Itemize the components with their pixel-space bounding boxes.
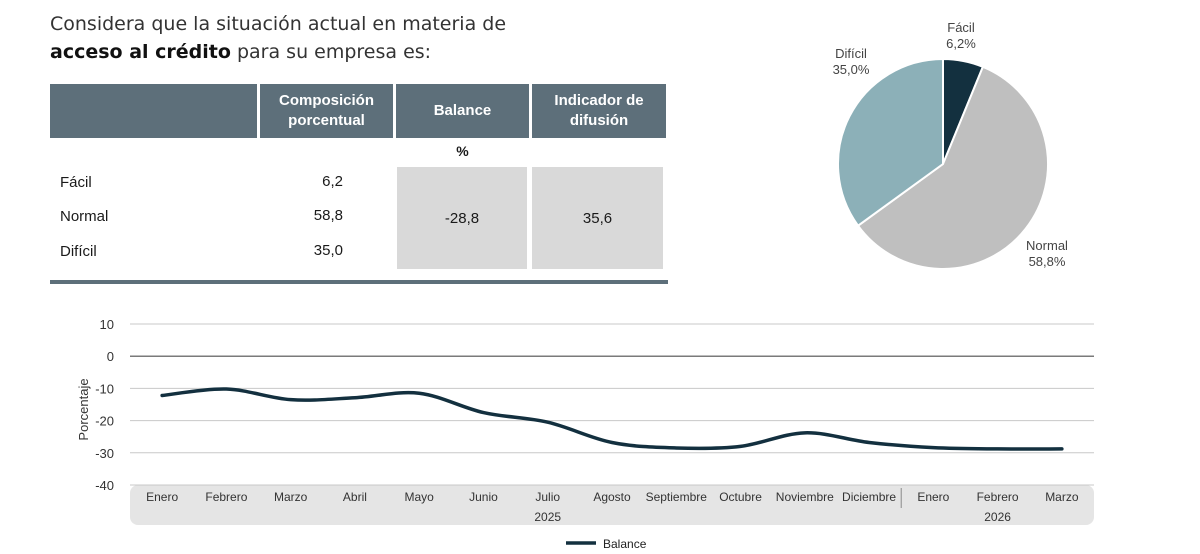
table-unit: % [456, 143, 469, 159]
x-tick-label: Enero [917, 490, 949, 504]
x-tick-label: Marzo [274, 490, 308, 504]
y-tick-label: -10 [95, 381, 114, 396]
series-line-balance [160, 387, 1064, 451]
row-label-facil: Fácil [60, 174, 92, 191]
x-tick-label: Marzo [1045, 490, 1079, 504]
x-tick-label: Febrero [977, 490, 1019, 504]
row-label-normal: Normal [60, 208, 109, 225]
x-tick-label: Septiembre [646, 490, 708, 504]
legend-label-balance: Balance [603, 537, 647, 551]
y-tick-label: -30 [95, 446, 114, 461]
table-header-diffusion: Indicador de difusión [532, 84, 666, 138]
x-tick-label: Mayo [405, 490, 435, 504]
balance-value: -28,8 [444, 209, 480, 227]
x-tick-label: Noviembre [776, 490, 834, 504]
diffusion-cell: 35,6 [532, 167, 663, 269]
y-axis-label: Porcentaje [76, 378, 91, 440]
title-bold: acceso al crédito [50, 41, 231, 63]
title-rest: para su empresa es: [230, 41, 432, 63]
table-bottom-rule [50, 280, 668, 284]
year-label: 2025 [534, 510, 561, 524]
x-axis-band [130, 485, 1094, 525]
row-label-dificil: Difícil [60, 243, 97, 260]
diffusion-value: 35,6 [582, 209, 613, 227]
y-tick-label: -40 [95, 478, 114, 493]
page-title: Considera que la situación actual en mat… [50, 10, 506, 66]
x-tick-label: Octubre [719, 490, 762, 504]
year-label: 2026 [984, 510, 1011, 524]
y-tick-label: -20 [95, 414, 114, 429]
x-tick-label: Julio [535, 490, 560, 504]
table-header-blank [50, 84, 257, 138]
x-tick-label: Junio [469, 490, 498, 504]
y-tick-label: 10 [100, 317, 114, 332]
table-header-balance: Balance [396, 84, 529, 138]
x-tick-label: Abril [343, 490, 367, 504]
row-value-normal: 58,8 [313, 207, 343, 224]
x-tick-label: Diciembre [842, 490, 896, 504]
title-line-1: Considera que la situación actual en mat… [50, 13, 507, 35]
row-value-facil: 6,2 [322, 173, 343, 190]
row-value-dificil: 35,0 [313, 242, 343, 259]
table-header-composition: Composición porcentual [260, 84, 393, 138]
x-tick-label: Agosto [593, 490, 631, 504]
x-tick-label: Febrero [205, 490, 247, 504]
balance-cell: -28,8 [397, 167, 527, 269]
y-tick-label: 0 [107, 349, 114, 364]
x-tick-label: Enero [146, 490, 178, 504]
